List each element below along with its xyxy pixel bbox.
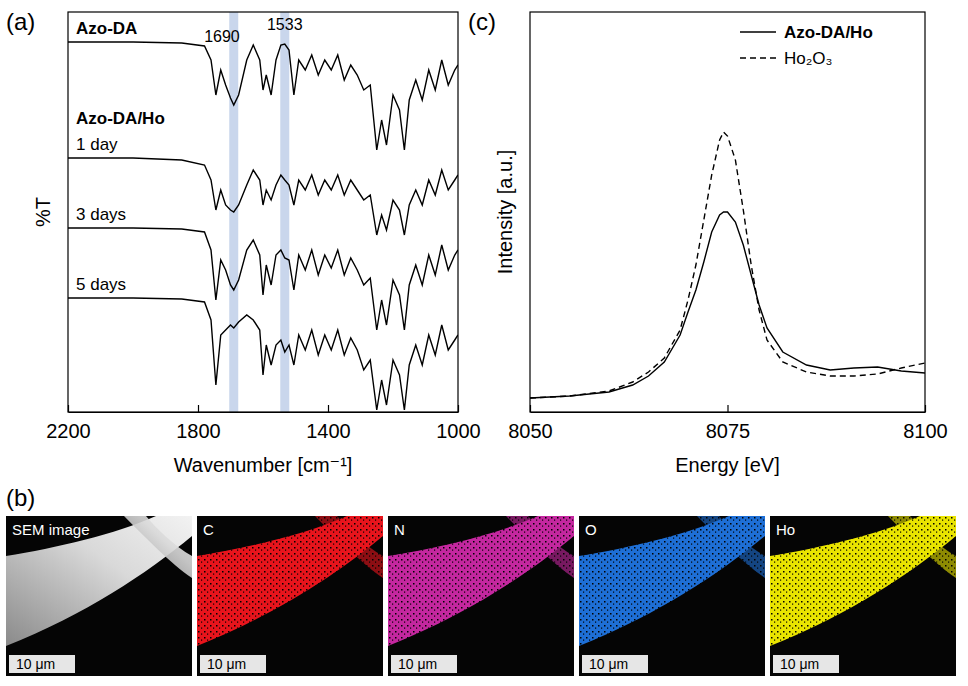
series-line	[68, 228, 458, 330]
tile-title: O	[585, 521, 597, 538]
fiber	[6, 516, 192, 646]
tile-title: Ho	[776, 521, 795, 538]
series-line	[68, 42, 458, 150]
panel: 2200 1800 1400 1000 Wavenumber [cm⁻¹] %T (a) 16…	[6, 8, 481, 476]
legend-label: Azo-DA/Ho	[784, 23, 873, 42]
scale-bar-box	[200, 655, 266, 673]
fiber	[888, 516, 956, 578]
scale-bar-label: 10 μm	[780, 656, 819, 672]
figure: 2200 1800 1400 1000 Wavenumber [cm⁻¹] %T (a) 16…	[0, 0, 968, 686]
tile-background	[197, 516, 383, 676]
fiber	[579, 516, 765, 646]
legend-swatch	[740, 57, 776, 58]
y-axis-title: %T	[32, 197, 54, 227]
tile-title: SEM image	[12, 521, 90, 538]
fiber	[197, 516, 383, 646]
fiber	[315, 516, 383, 578]
group-label: Azo-DA/Ho	[76, 109, 165, 128]
tile-background	[579, 516, 765, 676]
scale-bar-box	[391, 655, 457, 673]
panel-letter: (a)	[6, 8, 35, 35]
legend-swatch	[740, 31, 776, 32]
fiber	[124, 516, 192, 578]
panel-letter: (c)	[468, 8, 496, 35]
scale-bar-label: 10 μm	[207, 656, 246, 672]
plot-frame	[68, 12, 458, 412]
x-tick-label: 2200	[46, 420, 91, 442]
legend-label: Ho₂O₃	[784, 49, 832, 68]
series-label: 3 days	[76, 205, 126, 224]
plot-marks	[530, 132, 925, 398]
series-line	[68, 298, 458, 410]
x-tick: 1400	[306, 405, 351, 442]
x-axis-line	[69, 412, 459, 413]
panel: 8050 8075 8100 Energy [eV] Intensity [a.u.] (…	[468, 8, 948, 476]
x-tick-label: 8100	[903, 420, 948, 442]
fiber	[506, 516, 574, 578]
tile-background	[388, 516, 574, 676]
series-line	[530, 132, 925, 398]
x-tick: 8075	[706, 405, 751, 442]
fiber	[388, 516, 574, 646]
scale-bar-box	[773, 655, 839, 673]
scale-bar-label: 10 μm	[16, 656, 55, 672]
x-tick: 8100	[903, 405, 948, 442]
x-tick-mark	[925, 405, 926, 412]
x-tick-label: 8075	[706, 420, 751, 442]
x-axis-title: Energy [eV]	[675, 454, 780, 476]
scale-bar-box	[9, 655, 75, 673]
series-label: 1 day	[76, 135, 118, 154]
image-tile: O 10 μm	[579, 516, 765, 676]
series-label: Azo-DA	[76, 19, 137, 38]
x-tick-mark	[530, 405, 531, 412]
x-tick-mark	[68, 405, 69, 412]
tile-title: C	[203, 521, 214, 538]
scale-bar-label: 10 μm	[589, 656, 628, 672]
series-line	[68, 158, 458, 235]
image-tile: SEM image 10 μm	[6, 516, 192, 676]
scale-bar-label: 10 μm	[398, 656, 437, 672]
fiber	[770, 516, 956, 646]
x-tick: 1800	[176, 405, 221, 442]
tile-background	[6, 516, 192, 676]
x-axis: 8050 8075 8100	[508, 405, 948, 442]
x-tick-label: 8050	[508, 420, 553, 442]
x-tick-label: 1800	[176, 420, 221, 442]
band-label: 1690	[204, 28, 240, 45]
tile-background	[770, 516, 956, 676]
fiber	[697, 516, 765, 578]
band-label: 1533	[267, 16, 303, 33]
plot-frame	[530, 12, 925, 412]
y-axis-title: Intensity [a.u.]	[494, 150, 516, 275]
x-axis-line	[531, 412, 926, 413]
image-tile: C 10 μm	[197, 516, 383, 676]
plot-marks	[68, 12, 458, 412]
tile-title: N	[394, 521, 405, 538]
x-tick: 2200	[46, 405, 91, 442]
panel: (b) SEM image 10 μm C 10 μm N 10 μm O 10 μm Ho 10 …	[6, 484, 956, 676]
x-tick-label: 1400	[306, 420, 351, 442]
x-tick: 1000	[436, 405, 481, 442]
series-label: 5 days	[76, 275, 126, 294]
scale-bar-box	[582, 655, 648, 673]
panel-letter: (b)	[6, 484, 35, 511]
image-tile: Ho 10 μm	[770, 516, 956, 676]
image-tile: N 10 μm	[388, 516, 574, 676]
x-axis-title: Wavenumber [cm⁻¹]	[174, 454, 353, 476]
x-tick-label: 1000	[436, 420, 481, 442]
x-tick-mark	[458, 405, 459, 412]
x-tick: 8050	[508, 405, 553, 442]
x-tick-mark	[328, 405, 329, 412]
x-tick-mark	[198, 405, 199, 412]
x-tick-mark	[727, 405, 728, 412]
series-line	[530, 212, 925, 398]
x-axis: 2200 1800 1400 1000	[46, 405, 481, 442]
